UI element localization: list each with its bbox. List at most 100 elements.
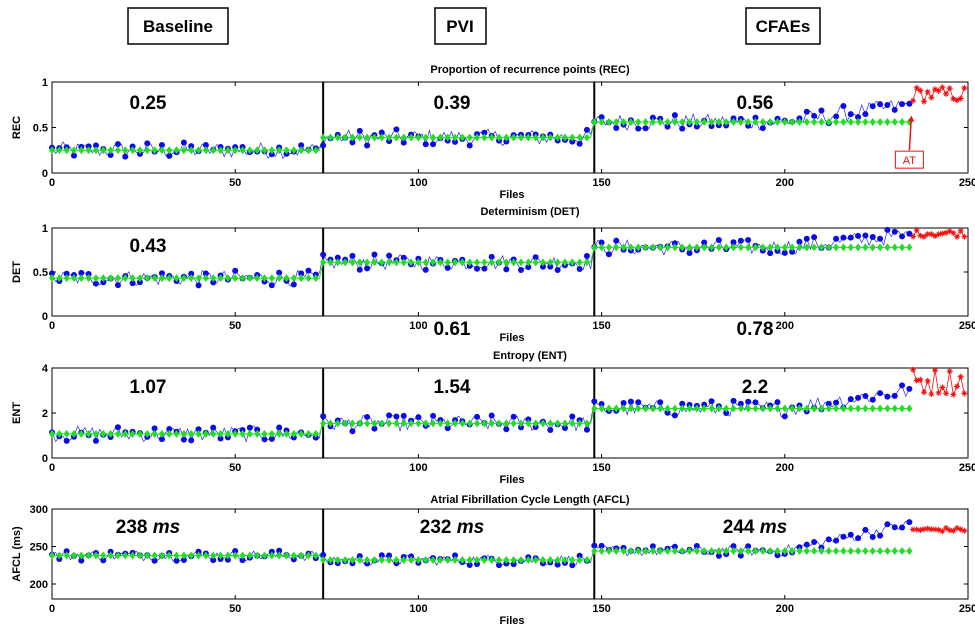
phase-mean-annotation: 0.56 [737,93,774,114]
observed-point [899,233,906,240]
observed-point [752,114,759,121]
phase-mean-marker [840,404,847,413]
observed-point [693,123,700,130]
phase-mean-marker [400,133,407,142]
phase-mean-marker [298,146,305,155]
phase-mean-marker [598,404,605,413]
phase-mean-marker [78,551,85,560]
phase-mean-marker [188,551,195,560]
observed-point [378,129,385,136]
phase-mean-marker [70,429,77,438]
phase-mean-marker [517,419,524,428]
phase-mean-marker [261,429,268,438]
observed-point [569,413,576,420]
phase-mean-marker [378,133,385,142]
observed-point [906,230,913,237]
observed-point [833,537,840,544]
phase-mean-marker [627,118,634,127]
phase-mean-marker [122,551,129,560]
x-tick-label: 150 [592,177,610,189]
phase-mean-marker [232,146,239,155]
phase-mean-marker [180,274,187,283]
after-at-point [910,526,917,533]
observed-point [488,412,495,419]
observed-point [737,237,744,244]
x-tick-label: 250 [959,177,975,189]
observed-point [78,557,85,564]
phase-mean-marker [723,404,730,413]
phase-mean-marker [774,404,781,413]
observed-point [613,125,620,132]
after-at-point [939,84,946,91]
phase-mean-marker [554,556,561,564]
after-at-point [932,233,939,240]
phase-mean-marker [166,274,173,283]
phase-mean-marker [217,429,224,438]
phase-mean-marker [158,274,165,283]
phase-mean-marker [620,547,627,555]
phase-mean-marker [239,274,246,283]
phase-mean-marker [539,419,546,428]
phase-mean-marker [796,404,803,413]
phase-mean-marker [349,258,356,267]
phase-mean-marker [49,551,55,560]
phase-mean-marker [78,429,85,438]
after-at-point [939,528,946,535]
phase-mean-marker [290,429,297,438]
phase-mean-marker [833,118,840,127]
after-at-point [950,527,957,534]
phase-mean-marker [899,118,906,127]
observed-point [869,533,876,540]
observed-point [774,552,781,559]
after-at-point [939,384,946,391]
phase-mean-marker [767,243,774,252]
observed-point [430,412,437,419]
observed-point [649,543,656,550]
phase-mean-marker [899,404,906,413]
phase-mean-marker [114,551,121,560]
x-axis-label: Files [499,615,524,627]
phase-mean-marker [114,146,121,155]
phase-mean-marker [232,274,239,283]
phase-mean-marker [708,243,715,252]
phase-mean-marker [781,404,788,413]
phase-mean-marker [510,419,517,428]
phase-mean-marker [158,429,165,438]
observed-point [649,114,656,121]
observed-point [422,266,429,273]
phase-mean-annotation: 244 ms [723,517,787,538]
after-at-point [928,231,935,238]
observed-point [430,141,437,148]
phase-mean-marker [862,404,869,413]
phase-mean-marker [136,274,143,283]
observed-point [745,398,752,405]
phase-mean-marker [122,146,129,155]
phase-mean-marker [737,118,744,127]
observed-point [349,139,356,146]
observed-point [364,413,371,420]
phase-mean-marker [210,274,217,283]
phase-mean-marker [517,133,524,142]
observed-point [671,112,678,119]
phase-mean-marker [56,274,63,283]
phase-mean-marker [459,258,466,267]
phase-mean-marker [686,404,693,413]
phase-mean-marker [525,419,532,428]
phase-mean-marker [415,258,422,267]
observed-point [525,416,532,423]
observed-point [840,103,847,110]
phase-mean-marker [693,118,700,127]
phase-mean-marker [510,133,517,142]
phase-mean-marker [671,243,678,252]
phase-mean-marker [891,243,898,252]
x-axis-label: Files [499,332,524,344]
phase-mean-marker [232,551,239,560]
observed-point [276,269,283,276]
phase-mean-marker [891,404,898,413]
observed-point [466,561,473,568]
phase-mean-marker [56,429,63,438]
observed-point [349,428,356,435]
y-tick-label: 200 [30,579,48,591]
phase-mean-marker [371,258,378,267]
